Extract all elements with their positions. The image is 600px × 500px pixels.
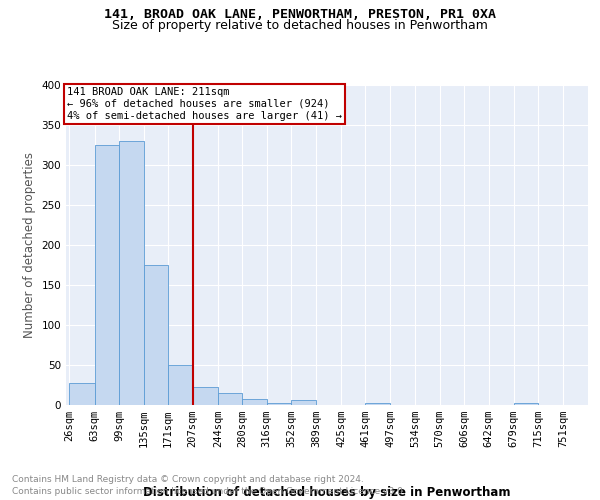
Bar [514,402,538,405]
Bar [267,404,291,405]
Y-axis label: Number of detached properties: Number of detached properties [23,152,36,338]
Bar [168,365,193,405]
Bar [193,388,218,405]
X-axis label: Distribution of detached houses by size in Penwortham: Distribution of detached houses by size … [143,486,511,499]
Bar [143,265,168,405]
Bar [95,145,119,405]
Text: Contains HM Land Registry data © Crown copyright and database right 2024.: Contains HM Land Registry data © Crown c… [12,475,364,484]
Bar [291,400,316,405]
Text: Contains public sector information licensed under the Open Government Licence v3: Contains public sector information licen… [12,487,406,496]
Bar [242,400,267,405]
Text: Size of property relative to detached houses in Penwortham: Size of property relative to detached ho… [112,19,488,32]
Text: 141, BROAD OAK LANE, PENWORTHAM, PRESTON, PR1 0XA: 141, BROAD OAK LANE, PENWORTHAM, PRESTON… [104,8,496,20]
Bar [218,393,242,405]
Bar [70,382,95,405]
Bar [119,141,143,405]
Text: 141 BROAD OAK LANE: 211sqm
← 96% of detached houses are smaller (924)
4% of semi: 141 BROAD OAK LANE: 211sqm ← 96% of deta… [67,88,343,120]
Bar [365,402,390,405]
